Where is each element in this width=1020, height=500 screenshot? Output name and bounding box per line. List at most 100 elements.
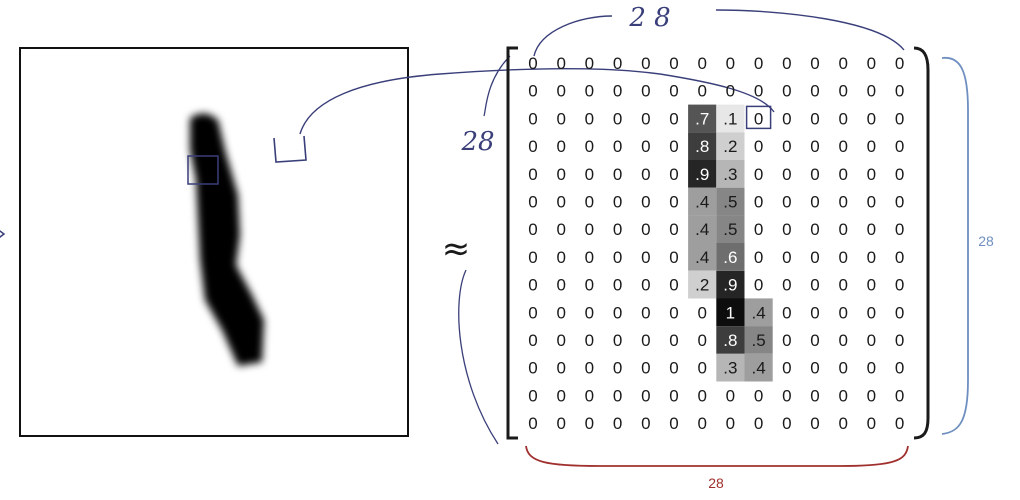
- matrix-cell-value: 0: [641, 54, 650, 73]
- matrix-cell-value: 0: [867, 165, 876, 184]
- left-brace-stroke: [483, 55, 511, 117]
- callout-box-icon: [273, 135, 307, 163]
- matrix-cell-value: .5: [723, 220, 737, 239]
- matrix-cell-value: .9: [723, 276, 737, 295]
- matrix-cell-value: 0: [556, 414, 565, 433]
- matrix-cell-value: 0: [867, 303, 876, 322]
- matrix-brackets: [506, 46, 930, 440]
- matrix-cell-value: 0: [669, 276, 678, 295]
- matrix-cell-value: 0: [528, 82, 537, 101]
- matrix-cell-value: 0: [838, 109, 847, 128]
- matrix-cell-value: 0: [556, 220, 565, 239]
- matrix-cell-value: 0: [641, 276, 650, 295]
- matrix-cell-value: 0: [585, 331, 594, 350]
- matrix-cell-value: .2: [695, 276, 709, 295]
- matrix-cell-value: 0: [895, 220, 904, 239]
- shaded-cell: [716, 215, 745, 243]
- matrix-cell-value: 0: [697, 414, 706, 433]
- shaded-cell: [688, 132, 717, 160]
- callout-connector: [299, 68, 775, 135]
- matrix-cell-value: 0: [895, 193, 904, 212]
- matrix-cell-value: .3: [723, 165, 737, 184]
- matrix-cell-value: 0: [726, 386, 735, 405]
- matrix-values: 0 0 0 0 0 0 0 0 0 0 0 0 0 00 0 0 0 0 0 0 0 0 0 0 0 0 00 0 0 0 0 0.7.1 0 0…: [528, 54, 904, 433]
- matrix-cell-value: 0: [613, 109, 622, 128]
- matrix-cell-value: 0: [810, 359, 819, 378]
- matrix-cell-value: 0: [867, 386, 876, 405]
- matrix-cell-value: 0: [613, 54, 622, 73]
- matrix-cell-value: .8: [723, 331, 737, 350]
- matrix-cell-value: 0: [528, 137, 537, 156]
- matrix-cell-value: 0: [810, 137, 819, 156]
- matrix-cell-value: 0: [782, 137, 791, 156]
- matrix-cell-value: 0: [613, 82, 622, 101]
- matrix-shading: [688, 104, 773, 382]
- matrix-cell-value: .3: [723, 359, 737, 378]
- matrix-cell-value: 0: [754, 220, 763, 239]
- matrix-cell-value: 0: [782, 331, 791, 350]
- matrix-cell-value: 0: [669, 137, 678, 156]
- matrix-cell-value: 0: [641, 303, 650, 322]
- matrix-cell-value: 0: [838, 276, 847, 295]
- shaded-cell: [716, 104, 745, 133]
- matrix-cell-value: 0: [613, 331, 622, 350]
- matrix-cell-value: .6: [723, 248, 737, 267]
- matrix-cell-value: 0: [754, 248, 763, 267]
- bottom-dimension-label: 28: [708, 475, 724, 491]
- left-bracket: [506, 46, 518, 440]
- matrix-cell-value: 0: [669, 109, 678, 128]
- handwritten-left-28: 28: [460, 127, 494, 157]
- matrix-cell-value: 0: [895, 165, 904, 184]
- matrix-cell-value: .8: [695, 137, 709, 156]
- digit-one-stroke: [190, 113, 264, 366]
- matrix-cell-value: 0: [782, 359, 791, 378]
- matrix-cell-value: .4: [695, 248, 709, 267]
- matrix-cell-value: 0: [556, 137, 565, 156]
- matrix-cell-value: 0: [754, 109, 763, 128]
- matrix-cell-value: .4: [695, 220, 709, 239]
- matrix-cell-value: .5: [752, 331, 766, 350]
- matrix-cell-value: 0: [613, 193, 622, 212]
- matrix-cell-value: 0: [528, 386, 537, 405]
- matrix-cell-value: 0: [556, 82, 565, 101]
- matrix-cell-value: 0: [697, 331, 706, 350]
- shaded-cell: [688, 243, 717, 271]
- matrix-cell-value: 0: [754, 137, 763, 156]
- matrix-cell-value: 0: [867, 109, 876, 128]
- matrix-cell-value: 0: [810, 165, 819, 184]
- matrix-cell-value: 0: [895, 414, 904, 433]
- matrix-cell-value: 0: [754, 54, 763, 73]
- matrix-cell-value: 0: [782, 248, 791, 267]
- matrix-cell-value: 0: [838, 303, 847, 322]
- matrix-cell-value: 0: [810, 220, 819, 239]
- matrix-cell-value: 0: [867, 248, 876, 267]
- matrix-cell-value: 0: [782, 220, 791, 239]
- matrix-cell-value: 0: [641, 82, 650, 101]
- matrix-cell-value: 0: [867, 54, 876, 73]
- matrix-cell-value: 0: [697, 386, 706, 405]
- matrix-cell-value: 0: [641, 331, 650, 350]
- matrix-cell-value: .4: [752, 359, 766, 378]
- bottom-dimension-brace: [525, 445, 909, 467]
- matrix-cell-value: 0: [810, 109, 819, 128]
- matrix-cell-value: 0: [669, 82, 678, 101]
- matrix-cell-value: 0: [669, 359, 678, 378]
- matrix-cell-value: 0: [895, 109, 904, 128]
- matrix-cell-value: 0: [641, 414, 650, 433]
- matrix-cell-value: 0: [895, 248, 904, 267]
- matrix-cell-value: 0: [810, 193, 819, 212]
- matrix-cell-value: .4: [752, 303, 766, 322]
- matrix-cell-value: 0: [726, 414, 735, 433]
- matrix-cell-value: 0: [613, 220, 622, 239]
- matrix-cell-value: 0: [556, 303, 565, 322]
- matrix-cell-value: 0: [867, 276, 876, 295]
- shaded-cell: [688, 270, 717, 299]
- matrix-cell-value: 0: [556, 54, 565, 73]
- matrix-cell-value: 0: [867, 359, 876, 378]
- matrix-cell-value: 0: [754, 386, 763, 405]
- matrix-cell-value: 0: [669, 248, 678, 267]
- matrix-cell-value: 0: [528, 414, 537, 433]
- matrix-cell-value: 0: [810, 276, 819, 295]
- shaded-cell: [716, 326, 745, 354]
- matrix-cell-value: 0: [838, 331, 847, 350]
